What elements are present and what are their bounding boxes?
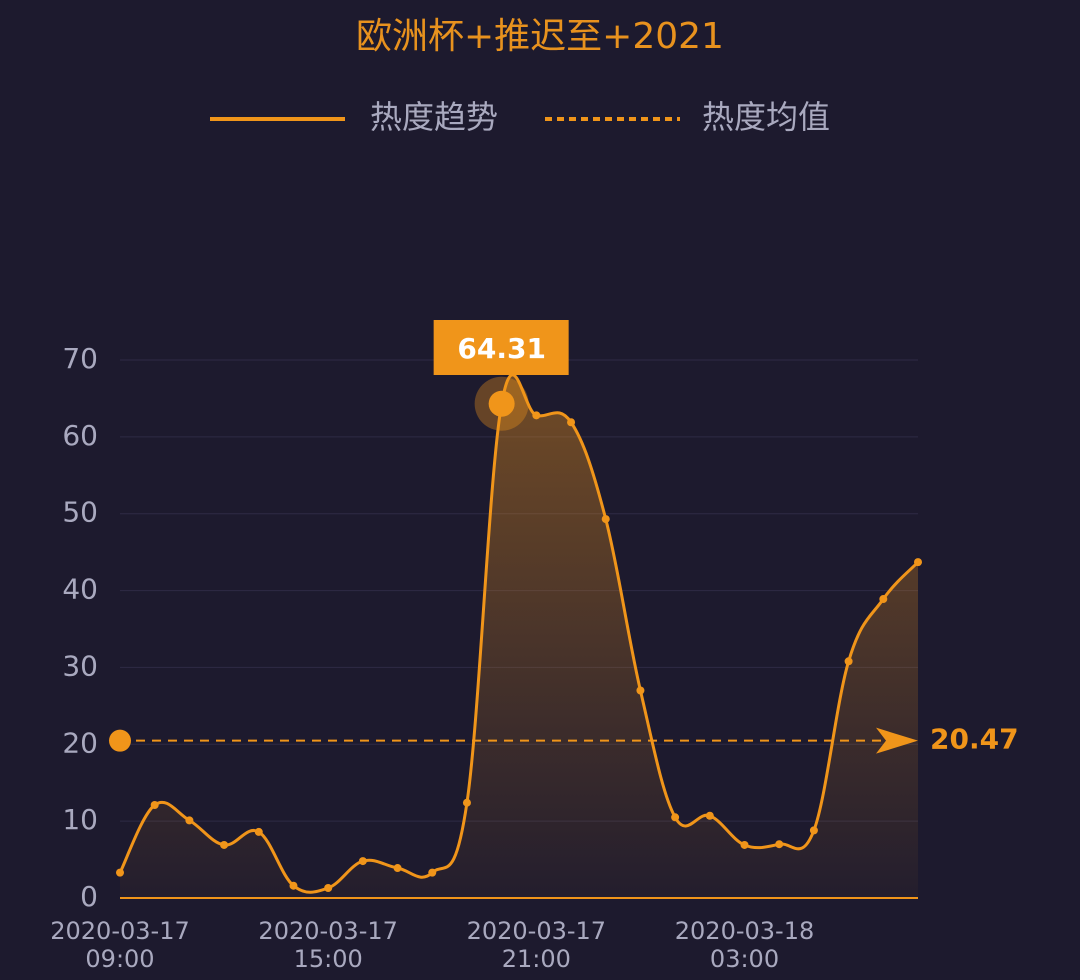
x-tick-label: 2020-03-17 09:00 (50, 917, 189, 973)
y-tick-label: 20 (62, 726, 98, 759)
legend-label: 热度均值 (702, 98, 830, 136)
point (358, 857, 367, 866)
point (393, 864, 402, 873)
mean-arrow (876, 727, 918, 754)
point (220, 840, 229, 849)
x-tick-label: 2020-03-17 15:00 (258, 917, 397, 973)
line (118, 373, 920, 894)
y-tick-label: 60 (62, 419, 98, 452)
y-tick-label: 70 (62, 342, 98, 375)
value-label: 64.31 (457, 332, 546, 365)
y-tick-label: 30 (62, 649, 98, 682)
legend-label: 热度趋势 (370, 98, 498, 136)
point (809, 826, 818, 835)
mean-label: 20.47 (930, 723, 1019, 756)
chart-title: 欧洲杯+推迟至+2021 (356, 16, 724, 57)
point (879, 595, 888, 604)
x-tick-label: 2020-03-18 03:00 (675, 917, 814, 973)
point (116, 868, 124, 877)
point (636, 686, 645, 695)
y-tick-label: 40 (62, 573, 98, 606)
point (775, 840, 784, 849)
x-tick-label: 2020-03-17 21:00 (467, 917, 606, 973)
point (185, 816, 194, 825)
y-tick-label: 0 (80, 880, 98, 913)
point (324, 884, 333, 893)
point (532, 411, 541, 420)
point (254, 827, 263, 836)
point (462, 798, 471, 807)
point (671, 813, 680, 822)
point (844, 657, 853, 666)
point (150, 801, 159, 810)
point (914, 558, 922, 567)
value-label-box (433, 320, 569, 375)
point (601, 515, 610, 524)
point (705, 811, 714, 820)
area (120, 374, 918, 899)
point (740, 840, 749, 849)
highlight-point (488, 390, 515, 417)
point (567, 418, 576, 427)
point (428, 868, 437, 877)
point (289, 881, 298, 890)
y-tick-label: 50 (62, 496, 98, 529)
y-tick-label: 10 (62, 803, 98, 836)
